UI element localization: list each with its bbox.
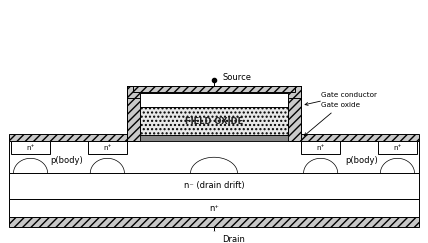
Text: n⁺: n⁺ [316, 145, 325, 151]
Text: Gate oxide: Gate oxide [304, 103, 360, 136]
Text: n⁺: n⁺ [393, 145, 401, 151]
Bar [140, 107, 288, 135]
Text: p(body): p(body) [51, 156, 83, 165]
Bar [9, 173, 419, 199]
Text: n⁺: n⁺ [103, 145, 112, 151]
Text: Drain: Drain [223, 235, 245, 243]
Bar [88, 141, 127, 155]
Bar [127, 86, 301, 141]
Text: n⁻ (drain drift): n⁻ (drain drift) [184, 181, 244, 190]
Bar [288, 86, 301, 141]
Bar [127, 86, 301, 98]
Text: FIELD OXIDE: FIELD OXIDE [185, 117, 243, 126]
Bar [378, 141, 416, 155]
Text: p(body): p(body) [345, 156, 377, 165]
Bar [140, 135, 288, 141]
Bar [12, 141, 50, 155]
Text: n⁺: n⁺ [27, 145, 35, 151]
Bar [9, 199, 419, 217]
Bar [140, 93, 288, 134]
Text: Gate conductor: Gate conductor [305, 92, 377, 105]
Bar [127, 86, 140, 141]
Bar [301, 141, 340, 155]
Bar [133, 86, 295, 92]
Text: Source: Source [223, 72, 252, 82]
Bar [9, 141, 419, 173]
Text: n⁺: n⁺ [209, 204, 219, 213]
Bar [9, 217, 419, 227]
Bar [9, 134, 419, 141]
